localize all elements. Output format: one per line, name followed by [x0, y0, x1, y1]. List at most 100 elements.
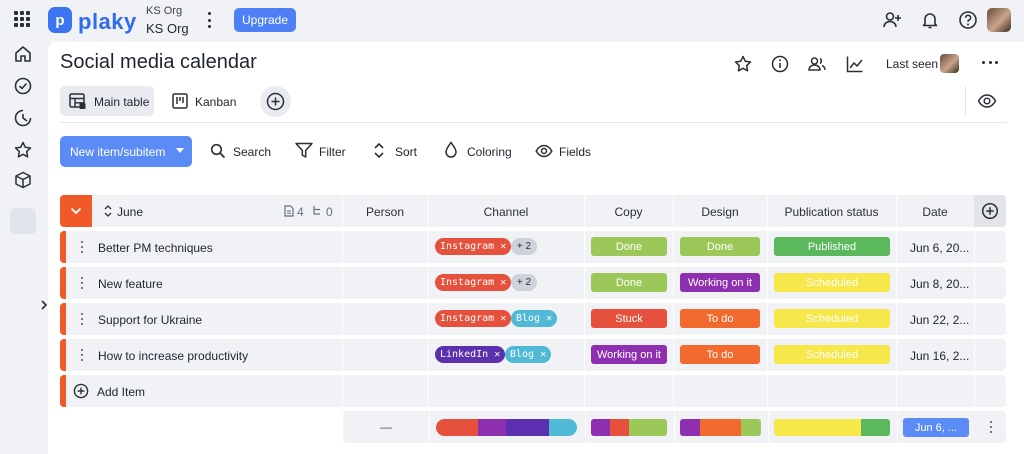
- add-item-row[interactable]: Add Item: [60, 375, 1006, 407]
- row-menu-icon[interactable]: [80, 313, 84, 325]
- publication-status[interactable]: Scheduled: [774, 273, 890, 292]
- pie-chart-icon[interactable]: [13, 108, 33, 128]
- expand-arrow-icon[interactable]: [40, 299, 48, 314]
- group-sort-icon[interactable]: [104, 205, 112, 217]
- row-menu-icon[interactable]: [80, 349, 84, 361]
- apps-grid-icon[interactable]: [14, 11, 30, 27]
- publication-status[interactable]: Scheduled: [774, 345, 890, 364]
- row-menu-icon[interactable]: [80, 277, 84, 289]
- design-status[interactable]: To do: [680, 309, 760, 328]
- date-cell[interactable]: Jun 16, 2...: [910, 349, 970, 363]
- copy-summary-bar[interactable]: [591, 419, 667, 436]
- column-header-date[interactable]: Date: [922, 205, 948, 219]
- filter-button[interactable]: Filter: [319, 145, 346, 159]
- page-title[interactable]: Social media calendar: [60, 51, 257, 73]
- close-icon[interactable]: ✕: [494, 349, 501, 360]
- info-icon[interactable]: [770, 54, 790, 74]
- org-name[interactable]: KS Org: [146, 21, 189, 36]
- channel-chip[interactable]: Instagram ✕: [435, 274, 512, 291]
- tab-main-table[interactable]: Main table: [60, 86, 154, 116]
- column-header-channel[interactable]: Channel: [483, 205, 529, 219]
- plus-circle-icon[interactable]: [73, 383, 89, 399]
- table-row[interactable]: Support for Ukraine Instagram ✕ Blog ✕ S…: [60, 303, 1006, 335]
- copy-status[interactable]: Done: [591, 273, 667, 292]
- summary-menu-icon[interactable]: [989, 421, 993, 433]
- date-cell[interactable]: Jun 6, 20...: [910, 241, 970, 255]
- filter-icon[interactable]: [295, 142, 313, 159]
- fields-button[interactable]: Fields: [559, 145, 592, 159]
- item-name[interactable]: New feature: [98, 277, 163, 291]
- table-row[interactable]: Better PM techniques Instagram ✕ + 2 Don…: [60, 231, 1006, 263]
- upgrade-button[interactable]: Upgrade: [234, 8, 296, 32]
- date-range-summary[interactable]: Jun 6, ...: [903, 418, 969, 437]
- publication-status[interactable]: Published: [774, 237, 890, 256]
- channel-summary-bar[interactable]: [436, 419, 577, 436]
- board-more-icon[interactable]: [982, 60, 998, 64]
- channel-chip[interactable]: LinkedIn ✕: [435, 346, 506, 363]
- favorite-star-icon[interactable]: [733, 54, 753, 74]
- column-header-design[interactable]: Design: [701, 205, 739, 219]
- avatar[interactable]: [987, 8, 1011, 32]
- column-header-copy[interactable]: Copy: [614, 205, 643, 219]
- channel-chip[interactable]: Instagram ✕: [435, 310, 512, 327]
- close-icon[interactable]: ✕: [500, 313, 507, 324]
- column-header-person[interactable]: Person: [365, 205, 405, 219]
- publication-summary-bar[interactable]: [774, 419, 890, 436]
- channel-chip[interactable]: Instagram ✕: [435, 238, 512, 255]
- box-icon[interactable]: [13, 170, 33, 190]
- coloring-drop-icon[interactable]: [444, 141, 458, 159]
- table-row[interactable]: New feature Instagram ✕ + 2 Done Working…: [60, 267, 1006, 299]
- copy-status[interactable]: Working on it: [591, 345, 667, 364]
- add-user-icon[interactable]: [882, 10, 902, 30]
- last-seen-avatar[interactable]: [940, 54, 959, 73]
- date-cell[interactable]: Jun 8, 20...: [910, 277, 970, 291]
- sort-button[interactable]: Sort: [395, 145, 418, 159]
- eye-icon[interactable]: [977, 92, 997, 110]
- row-menu-icon[interactable]: [80, 241, 84, 253]
- group-name[interactable]: June: [117, 205, 144, 219]
- date-cell[interactable]: Jun 22, 2...: [910, 313, 970, 327]
- design-status[interactable]: Done: [680, 237, 760, 256]
- design-summary-bar[interactable]: [680, 419, 761, 436]
- add-view-button[interactable]: [260, 86, 291, 117]
- more-chips-badge[interactable]: + 2: [511, 238, 537, 255]
- home-icon[interactable]: [13, 44, 33, 64]
- close-icon[interactable]: ✕: [500, 241, 507, 252]
- star-icon[interactable]: [13, 140, 33, 160]
- members-icon[interactable]: [807, 54, 827, 74]
- search-icon[interactable]: [210, 143, 226, 159]
- design-status[interactable]: To do: [680, 345, 760, 364]
- check-circle-icon[interactable]: [13, 76, 33, 96]
- help-icon[interactable]: [958, 10, 978, 30]
- channel-chip[interactable]: Blog ✕: [505, 346, 552, 363]
- channel-chip[interactable]: Blog ✕: [511, 310, 558, 327]
- fields-eye-icon[interactable]: [535, 143, 553, 159]
- logo-text[interactable]: plaky: [78, 9, 137, 34]
- add-column-button[interactable]: [974, 195, 1006, 227]
- group-collapse-button[interactable]: [60, 195, 92, 227]
- item-name[interactable]: How to increase productivity: [98, 349, 249, 363]
- column-header-publication-status[interactable]: Publication status: [784, 205, 879, 219]
- close-icon[interactable]: ✕: [546, 313, 553, 324]
- activity-chart-icon[interactable]: [845, 54, 865, 74]
- new-item-button[interactable]: New item/subitem: [60, 136, 192, 167]
- sort-icon[interactable]: [373, 142, 385, 159]
- caret-down-icon[interactable]: [176, 148, 184, 154]
- org-menu-icon[interactable]: [205, 12, 213, 28]
- publication-status[interactable]: Scheduled: [774, 309, 890, 328]
- coloring-button[interactable]: Coloring: [467, 145, 512, 159]
- search-button[interactable]: Search: [233, 145, 272, 159]
- item-name[interactable]: Support for Ukraine: [98, 313, 203, 327]
- logo-mark[interactable]: p: [48, 7, 72, 33]
- add-item-label[interactable]: Add Item: [97, 385, 146, 399]
- item-name[interactable]: Better PM techniques: [98, 241, 213, 255]
- bell-icon[interactable]: [920, 10, 940, 30]
- design-status[interactable]: Working on it: [680, 273, 760, 292]
- tab-kanban[interactable]: Kanban: [164, 86, 244, 116]
- more-chips-badge[interactable]: + 2: [511, 274, 537, 291]
- copy-status[interactable]: Stuck: [591, 309, 667, 328]
- table-row[interactable]: How to increase productivity LinkedIn ✕ …: [60, 339, 1006, 371]
- close-icon[interactable]: ✕: [540, 349, 547, 360]
- close-icon[interactable]: ✕: [500, 277, 507, 288]
- copy-status[interactable]: Done: [591, 237, 667, 256]
